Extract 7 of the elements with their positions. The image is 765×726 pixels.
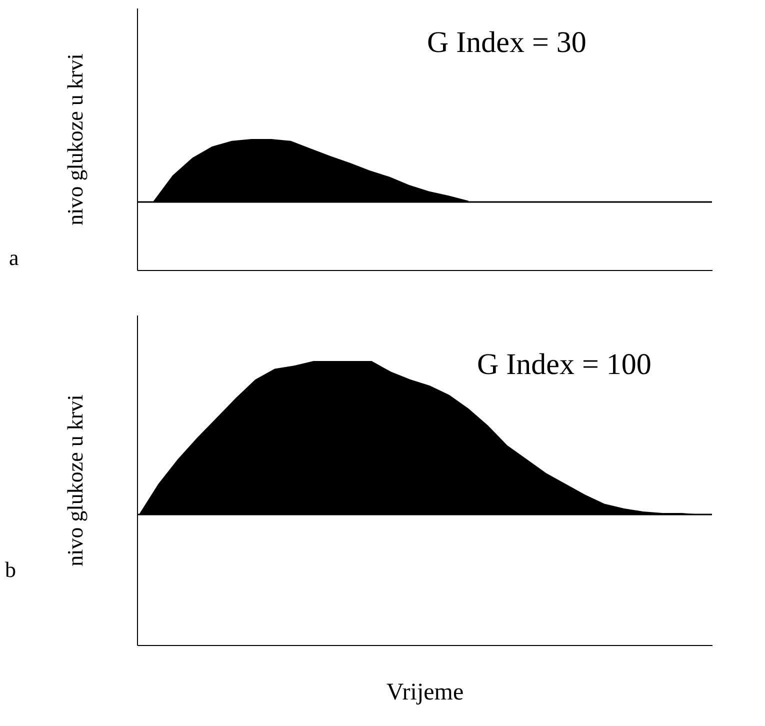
y-axis-title: nivo glukoze u krvi	[62, 54, 88, 226]
y-axis-title: nivo glukoze u krvi	[62, 394, 88, 566]
annotation: G Index = 100	[477, 348, 652, 381]
text: b	[5, 557, 16, 582]
text: a	[9, 245, 19, 270]
x-axis-title: Vrijeme	[386, 680, 464, 706]
text: G Index = 30	[427, 26, 586, 59]
